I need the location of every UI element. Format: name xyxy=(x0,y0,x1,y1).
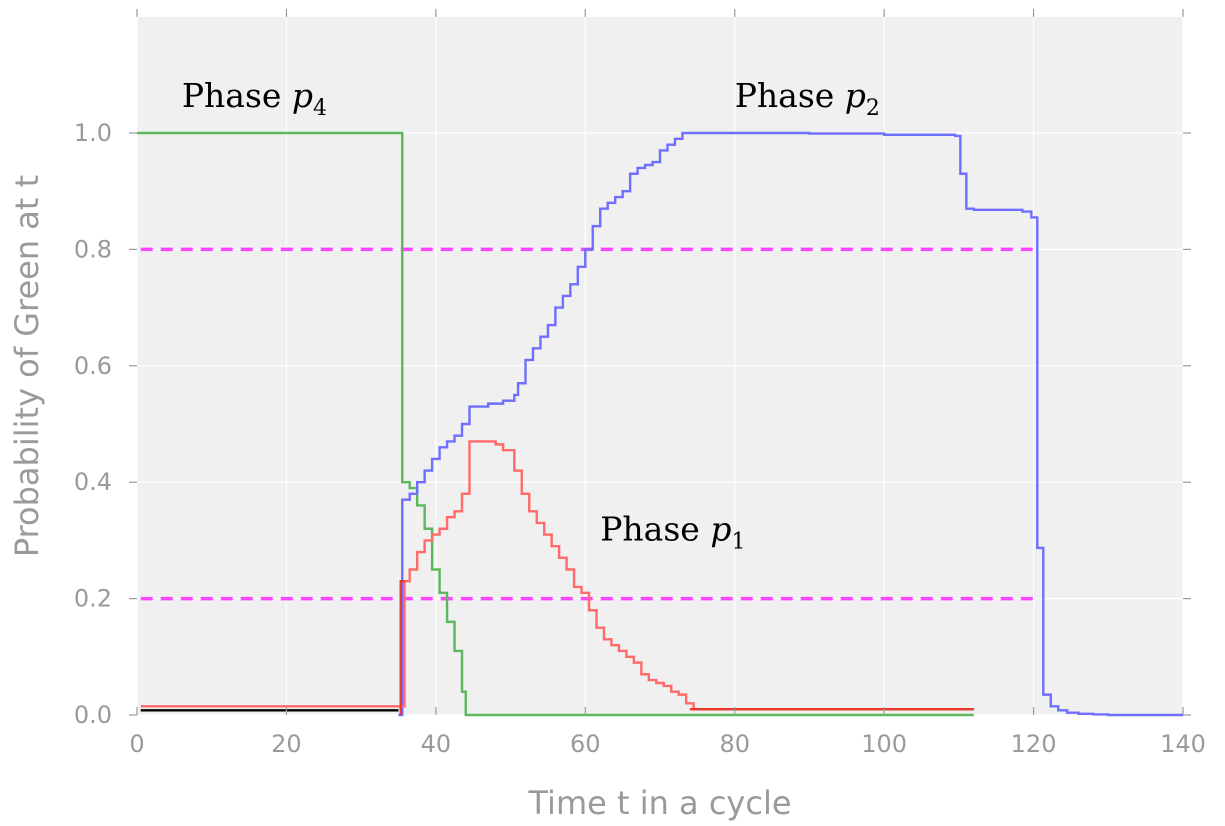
y-tick-label: 0.8 xyxy=(74,235,112,263)
series-line xyxy=(140,440,974,711)
x-tick-label: 80 xyxy=(719,730,750,758)
y-axis-label: Probability of Green at t xyxy=(8,175,46,557)
x-tick-label: 140 xyxy=(1160,730,1206,758)
phase-annotations: Phase p4 Phase p2 Phase p1 xyxy=(182,76,880,555)
phase-annotation: Phase p4 xyxy=(182,76,327,121)
y-tick-label: 0.6 xyxy=(74,352,112,380)
y-tick-label: 1.0 xyxy=(74,119,112,147)
series-line xyxy=(398,131,1183,717)
series-line xyxy=(399,579,405,715)
x-axis-label: Time t in a cycle xyxy=(527,784,791,822)
x-tick-label: 60 xyxy=(570,730,601,758)
axis-ticks: 0 20 40 60 80 100 120 140 0.0 0.2 0.4 0.6 0.8 1.0 xyxy=(74,9,1206,758)
x-tick-label: 100 xyxy=(861,730,907,758)
phase-annotation: Phase p2 xyxy=(735,76,880,121)
phase-annotation: Phase p1 xyxy=(600,509,745,554)
y-tick-label: 0.4 xyxy=(74,468,112,496)
x-tick-label: 40 xyxy=(421,730,452,758)
data-series xyxy=(137,131,1183,717)
x-tick-label: 0 xyxy=(129,730,144,758)
x-tick-label: 120 xyxy=(1011,730,1057,758)
series-line xyxy=(137,131,974,717)
y-tick-label: 0.0 xyxy=(74,701,112,729)
y-tick-label: 0.2 xyxy=(74,585,112,613)
x-tick-label: 20 xyxy=(271,730,302,758)
